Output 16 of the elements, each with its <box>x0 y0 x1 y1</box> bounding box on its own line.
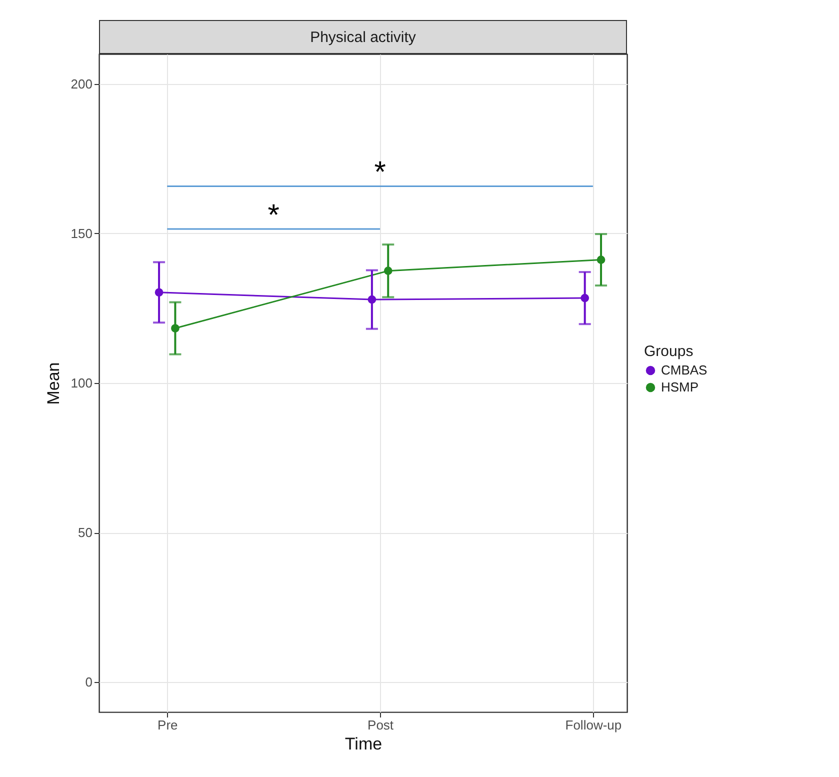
y-tick-label: 50 <box>78 525 92 540</box>
chart-title: Physical activity <box>99 20 627 54</box>
x-tick-label: Pre <box>158 718 178 732</box>
y-axis-title: Mean <box>44 362 63 405</box>
y-tick-label: 150 <box>70 226 92 241</box>
y-tick-label: 200 <box>70 76 92 92</box>
y-tick-label: 0 <box>85 674 92 690</box>
legend-title: Groups <box>644 343 694 360</box>
x-tick-label: Follow-up <box>565 718 622 732</box>
y-tick-label: 100 <box>70 376 92 390</box>
legend-label: HSMP <box>661 380 699 394</box>
annotation: * <box>374 156 386 190</box>
annotation: * <box>268 198 280 232</box>
x-axis-title: Time <box>344 734 382 754</box>
legend-label: CMBAS <box>661 362 708 378</box>
x-tick-label: Post <box>368 718 394 732</box>
